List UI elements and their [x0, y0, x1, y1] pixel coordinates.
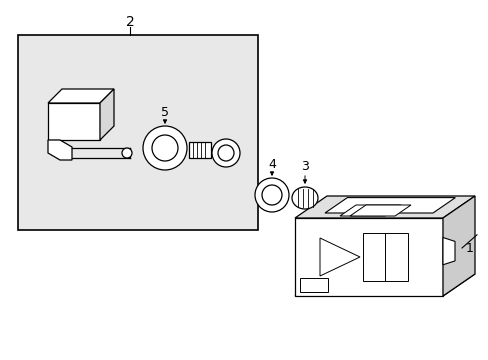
Bar	[189, 142, 210, 158]
Polygon shape	[339, 205, 400, 216]
Circle shape	[152, 135, 178, 161]
Polygon shape	[294, 196, 474, 218]
Bar	[362, 233, 407, 281]
Polygon shape	[294, 274, 474, 296]
Polygon shape	[442, 196, 474, 296]
Text: 1: 1	[465, 242, 473, 255]
Polygon shape	[48, 103, 100, 140]
Bar	[299, 278, 327, 292]
Text: 2: 2	[125, 15, 134, 29]
Polygon shape	[294, 218, 442, 296]
Polygon shape	[325, 198, 454, 213]
Polygon shape	[100, 89, 114, 140]
Polygon shape	[48, 89, 114, 103]
Text: 4: 4	[267, 158, 275, 171]
Ellipse shape	[291, 187, 317, 209]
Text: 5: 5	[161, 105, 169, 118]
Circle shape	[212, 139, 240, 167]
Polygon shape	[349, 205, 410, 216]
Text: 3: 3	[301, 161, 308, 174]
Polygon shape	[48, 140, 72, 160]
Bar	[18, 35, 258, 230]
Circle shape	[254, 178, 288, 212]
Polygon shape	[319, 238, 359, 276]
Circle shape	[262, 185, 282, 205]
Circle shape	[122, 148, 132, 158]
Circle shape	[142, 126, 186, 170]
Circle shape	[218, 145, 234, 161]
Polygon shape	[442, 238, 454, 265]
